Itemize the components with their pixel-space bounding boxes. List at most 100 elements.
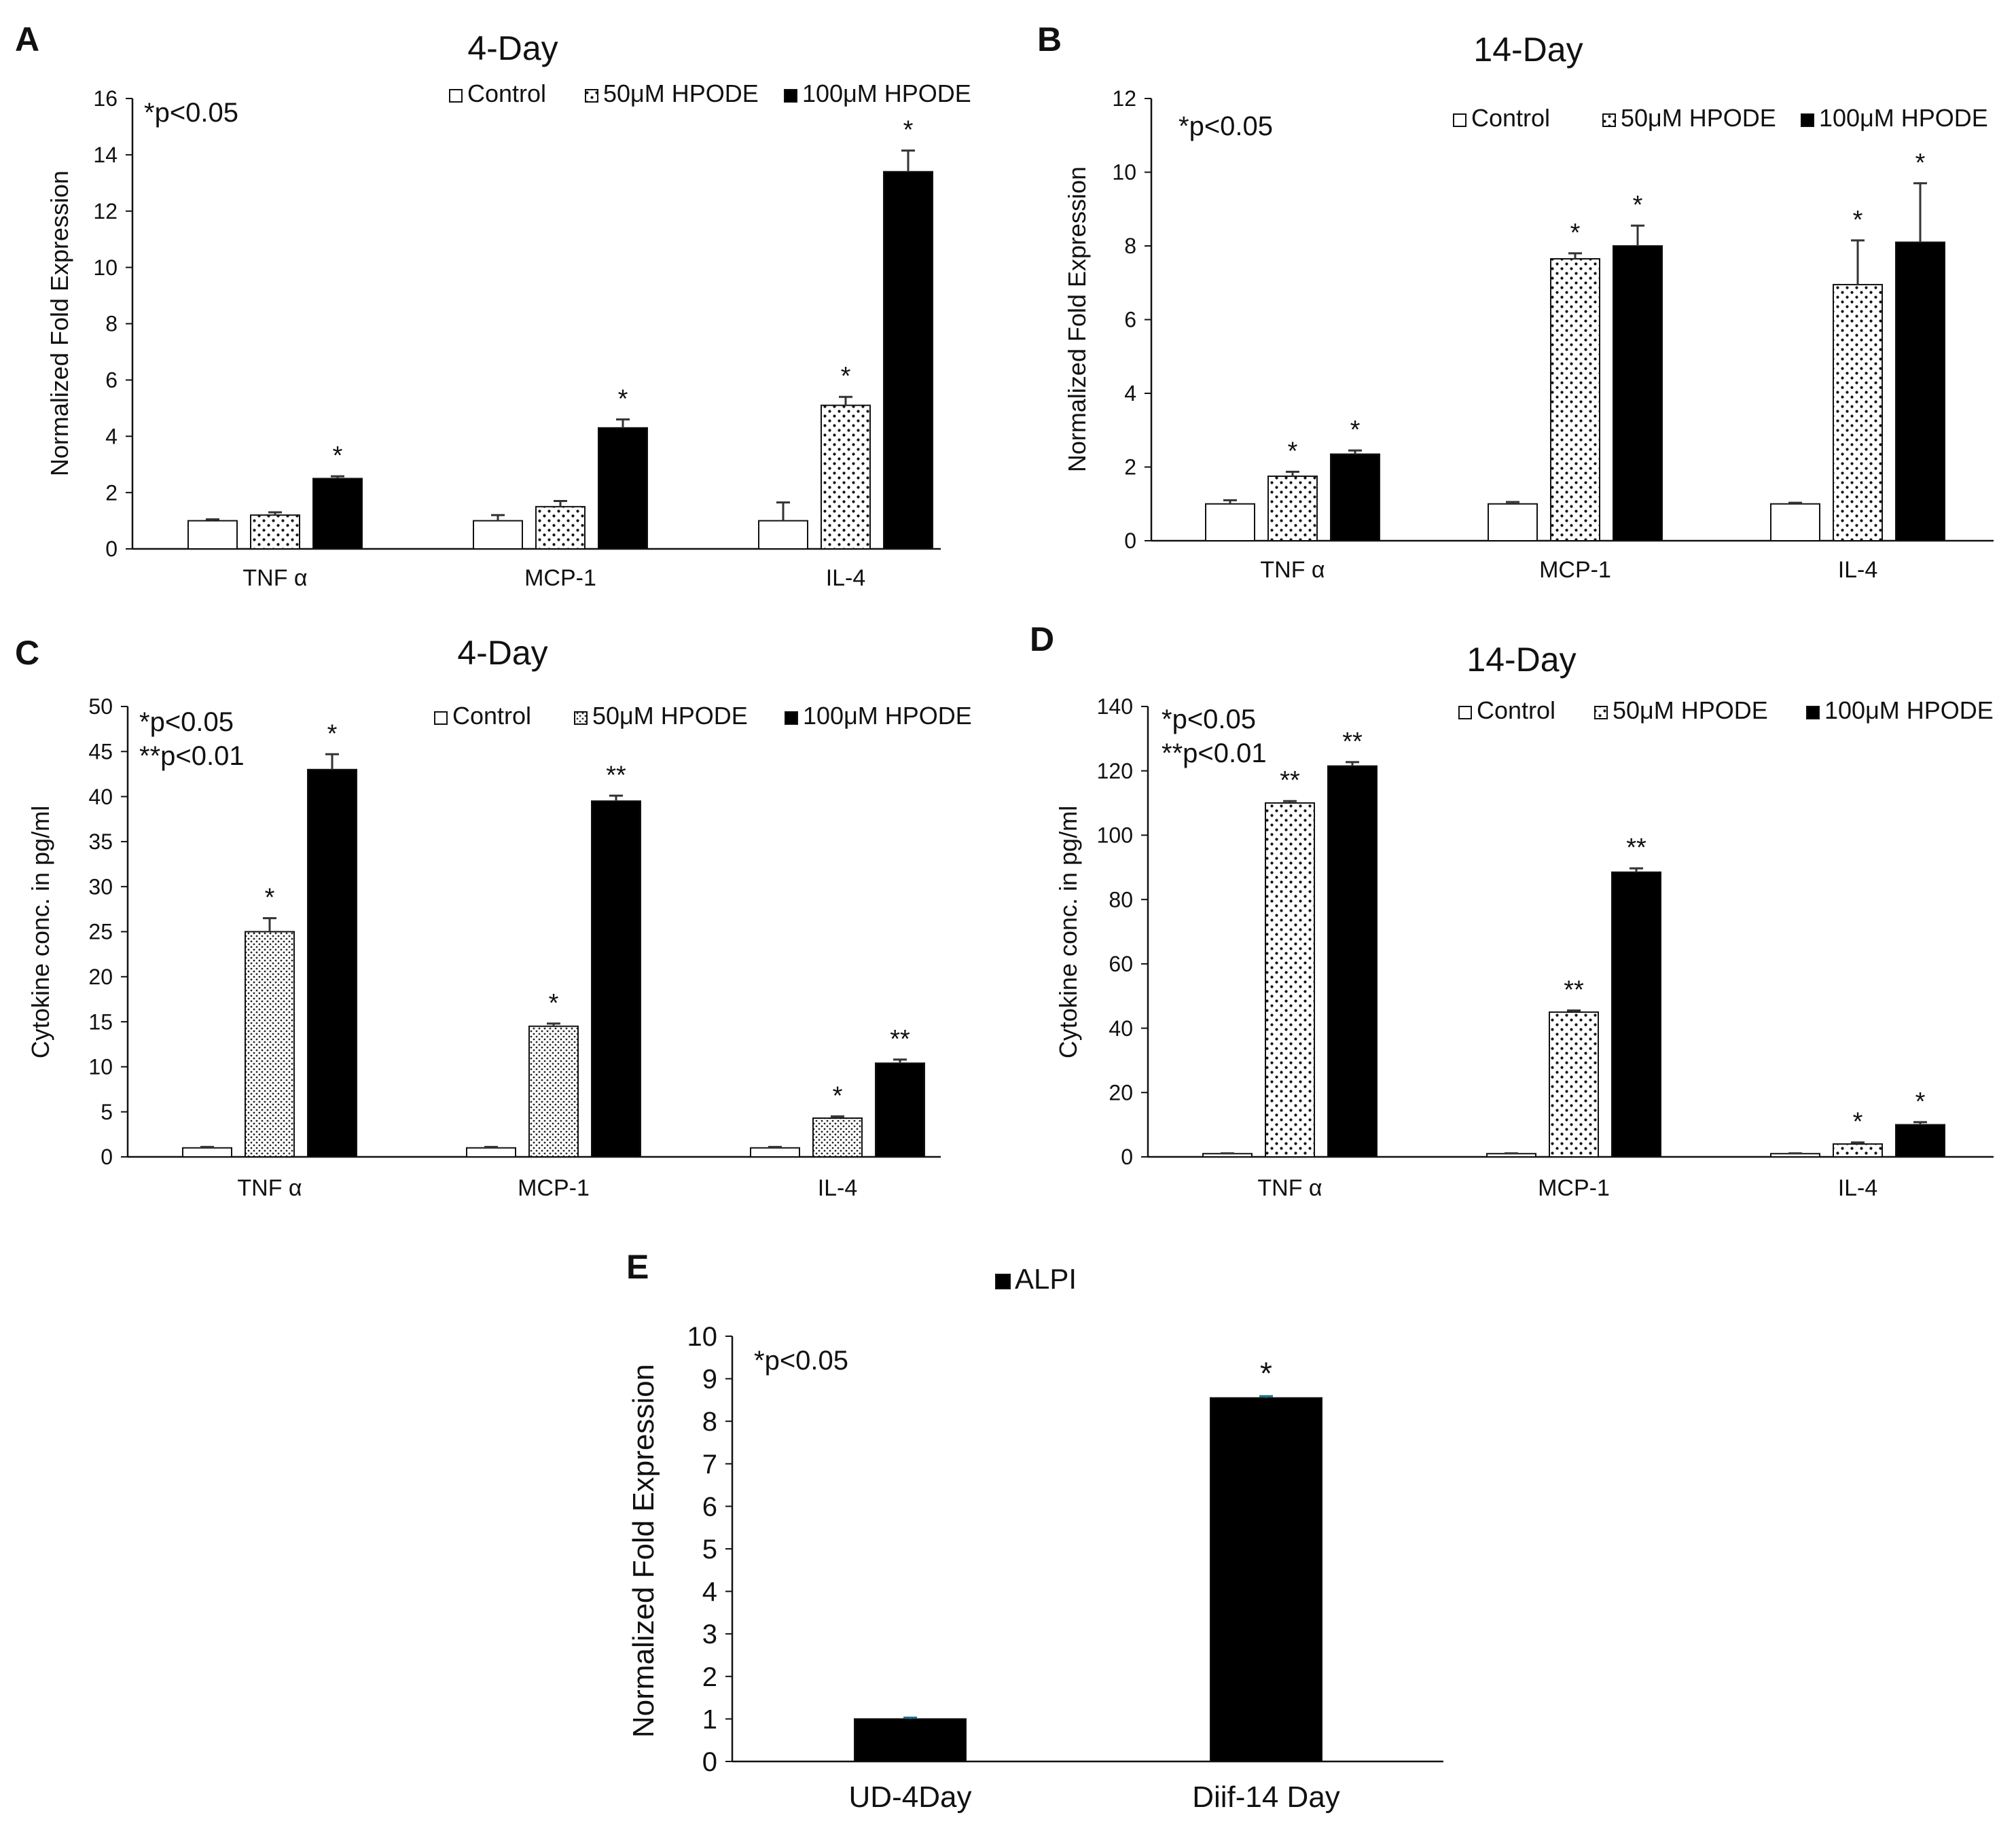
y-tick-label: 2 — [105, 480, 118, 505]
y-tick-label: 12 — [93, 199, 118, 223]
y-tick-label: 6 — [1124, 308, 1136, 332]
y-tick-label: 8 — [1124, 234, 1136, 258]
y-tick-label: 20 — [88, 965, 113, 989]
significance-mark: * — [1853, 1108, 1863, 1136]
y-tick-label: 9 — [702, 1365, 717, 1395]
y-tick-label: 50 — [88, 694, 113, 719]
legend-swatch-3 — [784, 89, 797, 103]
legend-label: 50μM HPODE — [592, 702, 748, 730]
significance-mark: ** — [1280, 766, 1300, 795]
y-tick-label: 20 — [1109, 1080, 1133, 1105]
bar-c-3-3 — [875, 1062, 925, 1158]
bar-a-2-2 — [535, 505, 586, 550]
y-tick-label: 40 — [88, 785, 113, 809]
significance-mark: * — [1260, 1355, 1272, 1391]
significance-mark: * — [333, 442, 343, 470]
significance-mark: * — [903, 116, 914, 145]
legend-label: 100μM HPODE — [803, 702, 972, 730]
y-tick-label: 10 — [93, 255, 118, 280]
y-tick-label: 4 — [1124, 381, 1136, 406]
legend-swatch-1 — [1453, 113, 1466, 127]
y-tick-label: 5 — [101, 1100, 113, 1124]
chart-panel-d: D 14-Day 0 20 40 60 80 100 120 140 Cytokine conc. … — [1030, 620, 1994, 1201]
y-tick-label: 120 — [1097, 759, 1133, 783]
x-tick-label: TNF α — [1260, 557, 1325, 583]
x-tick-label: MCP-1 — [1539, 557, 1611, 583]
y-tick-label: 7 — [702, 1450, 717, 1480]
y-tick-label: 0 — [1124, 529, 1136, 553]
chart-title: 4-Day — [457, 634, 547, 672]
bar-c-1-2 — [466, 1147, 516, 1158]
x-tick-label: IL-4 — [826, 565, 866, 591]
significance-mark: ** — [890, 1025, 910, 1054]
legend-swatch-2 — [1594, 706, 1608, 719]
significance-mark: * — [549, 989, 559, 1018]
bar-d-3-2 — [1611, 871, 1661, 1158]
legend-label: 100μM HPODE — [1819, 104, 1988, 132]
significance-note: *p<0.05 — [144, 98, 238, 128]
bar-e-1-1 — [854, 1718, 967, 1762]
y-tick-label: 15 — [88, 1009, 113, 1034]
bar-b-2-3 — [1833, 283, 1883, 541]
significance-note: *p<0.05 — [1162, 704, 1256, 734]
bar-d-2-1 — [1265, 802, 1315, 1158]
bar-c-1-3 — [750, 1147, 800, 1158]
bar-b-1-3 — [1770, 503, 1820, 541]
x-tick-label: UD-4Day — [849, 1780, 972, 1814]
y-tick-label: 40 — [1109, 1016, 1133, 1041]
y-tick-label: 16 — [93, 86, 118, 111]
legend-label: 100μM HPODE — [802, 79, 971, 107]
x-tick-label: TNF α — [1257, 1175, 1322, 1201]
x-tick-label: Diif-14 Day — [1192, 1780, 1340, 1814]
y-tick-label: 10 — [88, 1055, 113, 1079]
panel-label: A — [15, 20, 39, 58]
y-tick-label: 0 — [702, 1747, 717, 1777]
y-axis-label: Normalized Fold Expression — [627, 1364, 660, 1738]
legend-label: 50μM HPODE — [1613, 696, 1768, 724]
panel-label: D — [1030, 620, 1054, 658]
x-tick-label: TNF α — [242, 565, 307, 591]
bar-b-1-2 — [1488, 503, 1538, 541]
significance-note: *p<0.05 — [139, 707, 234, 737]
panel-label: C — [15, 634, 39, 672]
y-tick-label: 140 — [1097, 694, 1133, 719]
bar-a-1-2 — [473, 520, 523, 550]
bar-b-1-1 — [1205, 503, 1255, 541]
x-tick-label: IL-4 — [1838, 557, 1878, 583]
y-axis-label: Normalized Fold Expression — [46, 171, 73, 476]
x-tick-label: IL-4 — [1838, 1175, 1878, 1201]
x-tick-label: MCP-1 — [518, 1175, 590, 1201]
y-tick-label: 8 — [702, 1407, 717, 1437]
significance-note: *p<0.05 — [754, 1346, 848, 1376]
legend-label: Control — [452, 702, 531, 730]
significance-mark: * — [1853, 206, 1863, 234]
significance-mark: * — [1915, 149, 1926, 177]
bar-e-1-2 — [1210, 1397, 1322, 1762]
legend-label: Control — [1471, 104, 1550, 132]
y-tick-label: 10 — [1112, 160, 1136, 185]
significance-note: **p<0.01 — [139, 741, 245, 771]
chart-title: 14-Day — [1473, 31, 1583, 69]
x-tick-label: IL-4 — [818, 1175, 858, 1201]
legend-label: Control — [1477, 696, 1555, 724]
y-tick-label: 100 — [1097, 823, 1133, 848]
legend-label: 100μM HPODE — [1824, 696, 1994, 724]
chart-title: 14-Day — [1466, 641, 1576, 679]
y-tick-label: 6 — [105, 368, 118, 393]
bar-d-2-3 — [1833, 1143, 1883, 1158]
bar-b-2-1 — [1267, 476, 1318, 541]
y-tick-label: 35 — [88, 829, 113, 854]
y-tick-label: 10 — [687, 1322, 718, 1352]
significance-note: **p<0.01 — [1162, 738, 1267, 768]
y-tick-label: 45 — [88, 740, 113, 764]
legend-label: 50μM HPODE — [603, 79, 759, 107]
chart-title: 4-Day — [467, 29, 558, 67]
bar-a-3-1 — [312, 478, 363, 550]
y-tick-label: 5 — [702, 1535, 717, 1564]
y-tick-label: 0 — [1121, 1145, 1133, 1169]
significance-mark: ** — [606, 761, 626, 789]
chart-panel-c: C 4-Day 0 5 10 15 20 25 30 35 40 45 50 Cytokine conc.… — [15, 634, 972, 1201]
panel-label: E — [626, 1248, 649, 1286]
bar-a-2-1 — [250, 514, 300, 550]
y-axis-label: Cytokine conc. in pg/ml — [1054, 806, 1082, 1058]
